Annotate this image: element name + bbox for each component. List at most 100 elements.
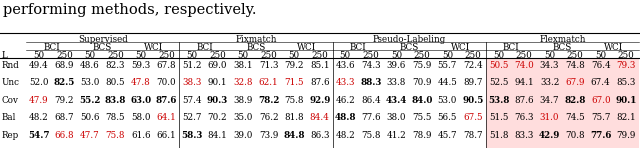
Text: 70.2: 70.2 xyxy=(208,113,227,122)
Text: BCS: BCS xyxy=(246,43,266,52)
Text: 86.4: 86.4 xyxy=(361,96,381,105)
Text: 84.1: 84.1 xyxy=(208,131,227,140)
Text: 80.5: 80.5 xyxy=(106,78,125,87)
Text: Supervised: Supervised xyxy=(77,35,127,44)
Text: 68.9: 68.9 xyxy=(54,61,74,70)
Text: Pseudo-Labeling: Pseudo-Labeling xyxy=(372,35,445,44)
Text: 67.0: 67.0 xyxy=(591,96,611,105)
Text: 54.7: 54.7 xyxy=(28,131,49,140)
Text: 76.4: 76.4 xyxy=(591,61,611,70)
Text: 79.2: 79.2 xyxy=(54,96,74,105)
Text: 50.5: 50.5 xyxy=(489,61,508,70)
Text: 90.1: 90.1 xyxy=(208,78,227,87)
Text: 55.7: 55.7 xyxy=(438,61,457,70)
Text: 53.8: 53.8 xyxy=(488,96,509,105)
Text: 38.9: 38.9 xyxy=(234,96,253,105)
Text: 74.3: 74.3 xyxy=(361,61,381,70)
Text: Unc: Unc xyxy=(2,78,20,87)
Text: 52.7: 52.7 xyxy=(182,113,202,122)
Text: 70.9: 70.9 xyxy=(412,78,431,87)
Text: 90.1: 90.1 xyxy=(616,96,637,105)
Text: 50: 50 xyxy=(84,51,95,60)
Text: 74.0: 74.0 xyxy=(514,61,534,70)
Text: 50: 50 xyxy=(391,51,402,60)
Text: 87.6: 87.6 xyxy=(156,96,177,105)
Text: 67.5: 67.5 xyxy=(463,113,483,122)
Text: 39.6: 39.6 xyxy=(387,61,406,70)
Text: 52.0: 52.0 xyxy=(29,78,49,87)
Text: 79.3: 79.3 xyxy=(616,61,636,70)
Text: WCI: WCI xyxy=(144,43,163,52)
Text: 38.3: 38.3 xyxy=(182,78,202,87)
Text: 90.3: 90.3 xyxy=(207,96,228,105)
Text: 87.6: 87.6 xyxy=(310,78,330,87)
Text: 82.5: 82.5 xyxy=(54,78,75,87)
Text: 77.6: 77.6 xyxy=(361,113,381,122)
Text: 94.1: 94.1 xyxy=(515,78,534,87)
Text: BCI: BCI xyxy=(196,43,213,52)
Text: WCI: WCI xyxy=(298,43,317,52)
Text: 71.3: 71.3 xyxy=(259,61,278,70)
Text: 48.6: 48.6 xyxy=(80,61,100,70)
Text: WCI: WCI xyxy=(451,43,470,52)
Text: 250: 250 xyxy=(209,51,226,60)
Text: 67.8: 67.8 xyxy=(157,61,176,70)
Text: Fixmatch: Fixmatch xyxy=(235,35,276,44)
Text: 74.8: 74.8 xyxy=(565,61,585,70)
Text: 50: 50 xyxy=(237,51,249,60)
Text: 45.7: 45.7 xyxy=(438,131,457,140)
Text: 67.4: 67.4 xyxy=(591,78,611,87)
Text: 79.9: 79.9 xyxy=(616,131,636,140)
Text: Cov: Cov xyxy=(2,96,19,105)
Text: 50: 50 xyxy=(136,51,147,60)
Text: 250: 250 xyxy=(311,51,328,60)
Text: 56.5: 56.5 xyxy=(438,113,457,122)
Text: 47.7: 47.7 xyxy=(80,131,100,140)
Text: 69.0: 69.0 xyxy=(208,61,227,70)
Text: 47.8: 47.8 xyxy=(131,78,151,87)
Text: 84.0: 84.0 xyxy=(412,96,433,105)
Text: 58.3: 58.3 xyxy=(181,131,203,140)
Text: 48.2: 48.2 xyxy=(335,131,355,140)
Text: 33.8: 33.8 xyxy=(387,78,406,87)
Text: 66.8: 66.8 xyxy=(54,131,74,140)
Text: 250: 250 xyxy=(158,51,175,60)
Text: 71.5: 71.5 xyxy=(284,78,304,87)
Text: BCS: BCS xyxy=(399,43,419,52)
Text: BCI: BCI xyxy=(503,43,520,52)
Text: 38.0: 38.0 xyxy=(387,113,406,122)
Text: 59.3: 59.3 xyxy=(131,61,150,70)
Text: 66.1: 66.1 xyxy=(157,131,176,140)
Text: 75.8: 75.8 xyxy=(106,131,125,140)
Text: 250: 250 xyxy=(567,51,584,60)
Text: 75.5: 75.5 xyxy=(412,113,431,122)
Text: 51.2: 51.2 xyxy=(182,61,202,70)
Text: 250: 250 xyxy=(362,51,379,60)
Text: 67.9: 67.9 xyxy=(565,78,585,87)
Text: 82.1: 82.1 xyxy=(616,113,636,122)
Text: 50: 50 xyxy=(442,51,453,60)
Bar xyxy=(486,58,639,148)
Text: BCI: BCI xyxy=(43,43,60,52)
Text: 35.0: 35.0 xyxy=(234,113,253,122)
Text: 44.5: 44.5 xyxy=(438,78,458,87)
Text: BCS: BCS xyxy=(93,43,112,52)
Text: 70.0: 70.0 xyxy=(157,78,176,87)
Text: 50: 50 xyxy=(186,51,198,60)
Text: 79.2: 79.2 xyxy=(284,61,304,70)
Text: 32.8: 32.8 xyxy=(234,78,253,87)
Text: 76.3: 76.3 xyxy=(515,113,534,122)
Text: 41.2: 41.2 xyxy=(387,131,406,140)
Text: 62.1: 62.1 xyxy=(259,78,278,87)
Text: 50: 50 xyxy=(544,51,555,60)
Text: 47.9: 47.9 xyxy=(29,96,49,105)
Text: 33.2: 33.2 xyxy=(540,78,559,87)
Text: 55.2: 55.2 xyxy=(79,96,100,105)
Text: 86.3: 86.3 xyxy=(310,131,330,140)
Text: 43.6: 43.6 xyxy=(335,61,355,70)
Text: Rnd: Rnd xyxy=(2,61,20,70)
Text: WCI: WCI xyxy=(604,43,623,52)
Text: 77.6: 77.6 xyxy=(590,131,611,140)
Text: 85.1: 85.1 xyxy=(310,61,330,70)
Text: 250: 250 xyxy=(516,51,532,60)
